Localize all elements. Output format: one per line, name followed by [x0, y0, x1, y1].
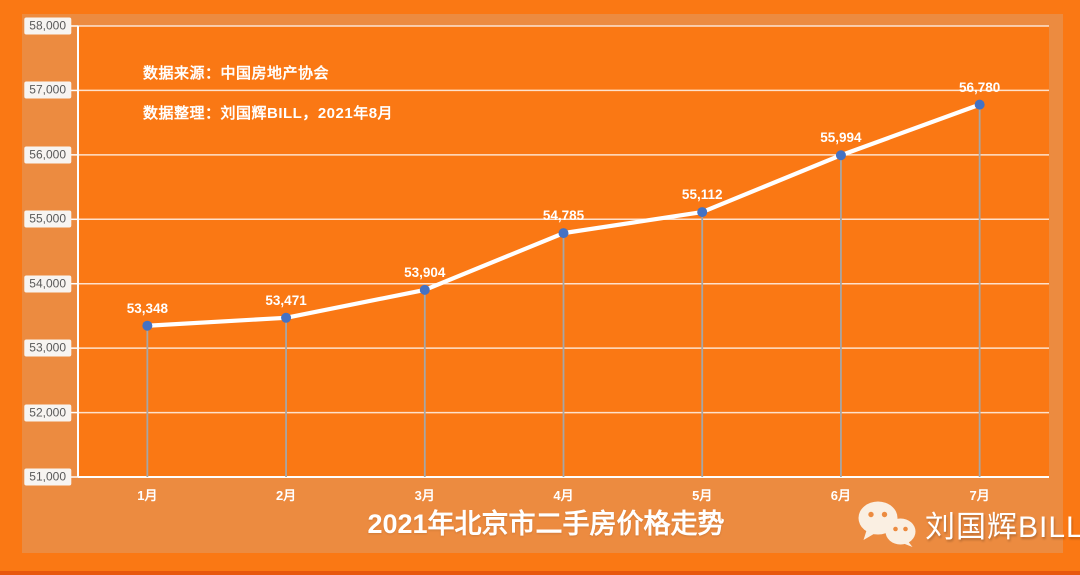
bottom-border-strip	[0, 571, 1080, 575]
watermark: 刘国辉BILL	[856, 499, 1080, 548]
y-tick-label: 55,000	[24, 210, 71, 228]
data-point-label: 53,471	[265, 292, 307, 308]
data-point-label: 55,112	[681, 187, 723, 203]
data-source-annotation: 数据来源：中国房地产协会	[143, 65, 330, 82]
data-point-label: 54,785	[542, 208, 585, 224]
y-tick-label: 53,000	[24, 339, 71, 357]
y-tick-label: 58,000	[24, 17, 71, 35]
data-point-label: 55,994	[820, 130, 862, 146]
y-tick-label: 51,000	[24, 468, 71, 486]
data-point-label: 56,780	[958, 79, 1001, 95]
x-axis-label: 6月	[830, 488, 852, 503]
y-tick-label: 57,000	[24, 81, 71, 99]
data-prepared-annotation: 数据整理：刘国辉BILL，2021年8月	[143, 105, 394, 122]
chart-title: 2021年北京市二手房价格走势	[367, 509, 725, 539]
x-axis-label: 7月	[969, 488, 990, 503]
watermark-name: 刘国辉BILL	[925, 510, 1080, 544]
y-tick-label: 56,000	[24, 146, 71, 164]
data-point-label: 53,904	[404, 264, 446, 280]
x-axis-label: 1月	[137, 488, 158, 503]
y-tick-label: 54,000	[24, 275, 71, 293]
wechat-icon	[858, 501, 916, 547]
x-axis-label: 3月	[414, 488, 435, 503]
y-tick-label: 52,000	[24, 404, 71, 422]
x-axis-label: 5月	[692, 488, 713, 503]
x-axis-label: 2月	[275, 488, 297, 503]
data-point-label: 53,348	[126, 300, 168, 316]
x-axis-label: 4月	[553, 488, 574, 503]
